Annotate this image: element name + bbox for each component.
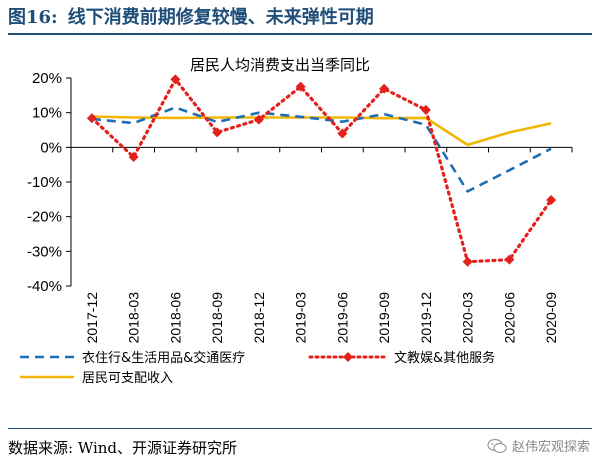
x-tick-label: 2019-12 [418,292,434,344]
watermark: 赵伟宏观探索 [487,436,590,455]
x-tick-label: 2019-06 [334,292,350,344]
series-2-marker [253,114,264,125]
legend-label-series-3: 居民可支配收入 [82,371,174,386]
series-2-marker [212,127,223,138]
wechat-icon [487,438,507,453]
legend-swatch-dashed [20,355,74,358]
legend-item-series-3: 居民可支配收入 [18,367,173,386]
y-tick-label: 0% [40,139,62,156]
legend-item-series-1: 衣住行&生活用品&交通医疗 [18,347,245,366]
x-tick-label: 2017-12 [84,292,100,344]
figure-title: 图16: 线下消费前期修复较慢、未来弹性可期 [8,6,592,30]
y-tick-label: -20% [27,209,62,226]
series-2-marker [337,128,348,139]
watermark-text: 赵伟宏观探索 [511,440,590,455]
figure-number: 图16: [8,7,58,28]
series-2-marker [462,256,473,267]
series-line-1 [91,106,552,193]
legend-item-series-2: 文教娱&其他服务 [308,347,495,366]
source-note: 数据来源: Wind、开源证券研究所 [8,439,238,457]
legend-swatch-solid [20,375,74,378]
x-tick-label: 2020-03 [460,292,476,344]
y-tick-label: -30% [27,243,62,260]
x-tick-label: 2018-12 [251,292,267,344]
series-2-marker [379,83,390,94]
legend-swatch-dotted-diamond [308,351,388,362]
line-chart: 居民人均消费支出当季同比 20% 10% 0% -10% -20% -30% -40% 2017… [27,56,573,344]
series-2-marker [170,74,181,85]
legend-label-series-1: 衣住行&生活用品&交通医疗 [82,351,246,366]
x-tick-label: 2020-06 [501,292,517,344]
x-tick-label: 2018-06 [167,292,183,344]
bottom-rule [8,428,592,429]
chart-title: 居民人均消费支出当季同比 [190,56,370,74]
figure-title-text: 线下消费前期修复较慢、未来弹性可期 [67,7,374,28]
series-2-marker [546,195,557,206]
x-tick-label: 2019-09 [376,292,392,344]
series-2-marker [86,113,97,124]
series-2-marker [420,104,431,115]
x-tick-label: 2018-03 [126,292,142,344]
series-2-marker [295,81,306,92]
x-tick-label: 2018-09 [209,292,225,344]
y-tick-label: 10% [32,105,62,122]
series-2-marker [128,152,139,163]
legend-label-series-2: 文教娱&其他服务 [394,351,496,366]
x-tick-label: 2019-03 [293,292,309,344]
y-tick-label: -10% [27,174,62,191]
y-tick-label: 20% [32,70,62,87]
title-rule [8,33,592,35]
series-line-3 [91,115,552,147]
y-tick-label: -40% [27,278,62,295]
x-tick-label: 2020-09 [543,292,559,344]
series-line-2 [90,77,553,264]
